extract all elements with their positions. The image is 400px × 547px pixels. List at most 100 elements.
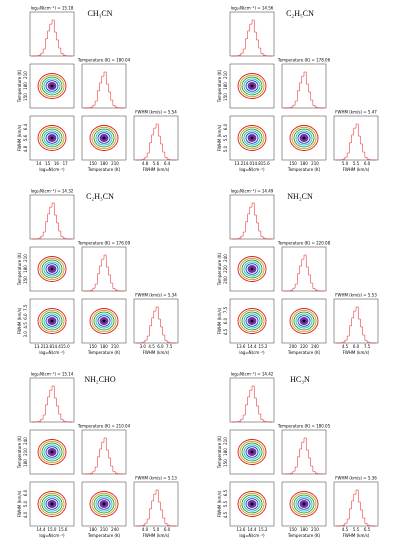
subplot-frame [229, 246, 275, 292]
contour [91, 126, 117, 150]
x-tick-label: 14.4 [248, 527, 257, 532]
x-tick-label: 6.0 [364, 161, 371, 166]
x-tick-label: 210 [311, 527, 319, 532]
contour [243, 496, 261, 512]
y-tick-label: 180 [23, 265, 28, 273]
contour-center [50, 502, 54, 506]
x-tick-label: 150 [289, 527, 297, 532]
contour [97, 498, 111, 510]
x-tick-label: 6.5 [364, 527, 371, 532]
contour [37, 256, 67, 282]
x-tick-label: 180 [100, 344, 108, 349]
subplot-frame [229, 298, 275, 344]
histogram [135, 123, 177, 161]
subplot-title: log₁₀N(cm⁻²) = 14.56 [231, 6, 274, 11]
contour [37, 491, 67, 517]
x-axis-label: FWHM (km/s) [343, 350, 370, 355]
contour-center [302, 136, 306, 140]
subplot-title: log₁₀N(cm⁻²) = 14.49 [231, 189, 274, 194]
x-tick-label: 6.0 [164, 527, 171, 532]
x-tick-label: 15.6 [59, 527, 68, 532]
x-tick-label: 6.0 [157, 344, 164, 349]
contour [293, 128, 315, 148]
subplot-frame [81, 246, 127, 292]
contour [241, 259, 263, 279]
x-tick-label: 5.5 [353, 161, 360, 166]
y-axis-label: Temperature (K) [17, 252, 22, 286]
x-tick-label: 180 [89, 527, 97, 532]
contour [239, 126, 265, 150]
contour [293, 311, 315, 331]
y-axis-label: FWHM (km/s) [17, 307, 22, 334]
contour [295, 496, 313, 512]
contour [95, 130, 113, 146]
contour [41, 76, 63, 96]
y-tick-label: 150 [223, 93, 228, 101]
x-tick-label: 5.5 [353, 527, 360, 532]
y-axis-label: Temperature (K) [217, 69, 222, 103]
subplot-title: log₁₀N(cm⁻²) = 14.32 [31, 189, 74, 194]
y-tick-label: 210 [23, 71, 28, 79]
y-tick-label: 5.0 [23, 500, 28, 507]
y-tick-label: 6.5 [223, 489, 228, 496]
x-tick-label: 14.4 [37, 527, 46, 532]
x-tick-label: 150 [89, 161, 97, 166]
y-tick-label: 180 [23, 82, 28, 90]
x-tick-label: 4.8 [142, 161, 149, 166]
x-axis-label: log₁₀N(cm⁻²) [39, 350, 65, 355]
contour [39, 309, 65, 333]
y-tick-label: 180 [223, 448, 228, 456]
y-tick-label: 3.0 [23, 331, 28, 338]
molecule-name: HC₃N [290, 375, 310, 384]
x-tick-label: 5.6 [153, 161, 160, 166]
contour [289, 125, 319, 151]
y-axis-label: Temperature (K) [217, 252, 222, 286]
subplot-title: Temperature (K) = 178.06 [277, 58, 331, 63]
x-tick-label: 5.0 [153, 527, 160, 532]
x-tick-label: 6.4 [164, 161, 171, 166]
contour [241, 76, 263, 96]
x-tick-label: 14.4 [248, 344, 257, 349]
y-tick-label: 150 [223, 459, 228, 467]
contour [239, 74, 265, 98]
contour-center [50, 267, 54, 271]
contour [245, 132, 259, 144]
subplot-frame [229, 11, 275, 57]
x-axis-label: FWHM (km/s) [143, 167, 170, 172]
x-axis-label: Temperature (K) [287, 533, 321, 538]
contour [245, 446, 259, 458]
x-tick-label: 14.0 [243, 161, 252, 166]
subplot-frame [29, 11, 75, 57]
contour [93, 128, 115, 148]
contour [41, 494, 63, 514]
subplot-title: FWHM (km/s) = 5.13 [135, 476, 177, 481]
subplot-title: Temperature (K) = 180.05 [277, 424, 331, 429]
x-tick-label: 200 [289, 344, 297, 349]
subplot-title: FWHM (km/s) = 5.36 [335, 476, 377, 481]
contour [297, 132, 311, 144]
x-tick-label: 180 [300, 161, 308, 166]
x-tick-label: 150 [89, 344, 97, 349]
x-tick-label: 210 [311, 161, 319, 166]
x-axis-label: Temperature (K) [87, 350, 121, 355]
subplot-frame [29, 377, 75, 423]
contour [243, 78, 261, 94]
x-axis-label: log₁₀N(cm⁻²) [39, 533, 65, 538]
contour [39, 257, 65, 281]
contour [39, 74, 65, 98]
y-tick-label: 4.5 [223, 511, 228, 518]
subplot-frame [29, 481, 75, 527]
y-tick-label: 7.5 [223, 306, 228, 313]
contour [289, 491, 319, 517]
contour [237, 125, 267, 151]
y-axis-label: Temperature (K) [17, 435, 22, 469]
x-tick-label: 13.6 [237, 344, 246, 349]
x-tick-label: 220 [300, 344, 308, 349]
contour [245, 80, 259, 92]
y-tick-label: 6.4 [23, 123, 28, 130]
contour-center [250, 267, 254, 271]
x-axis-label: log₁₀N(cm⁻²) [239, 533, 265, 538]
histogram [283, 437, 325, 475]
y-tick-label: 5.5 [223, 134, 228, 141]
contour [41, 442, 63, 462]
